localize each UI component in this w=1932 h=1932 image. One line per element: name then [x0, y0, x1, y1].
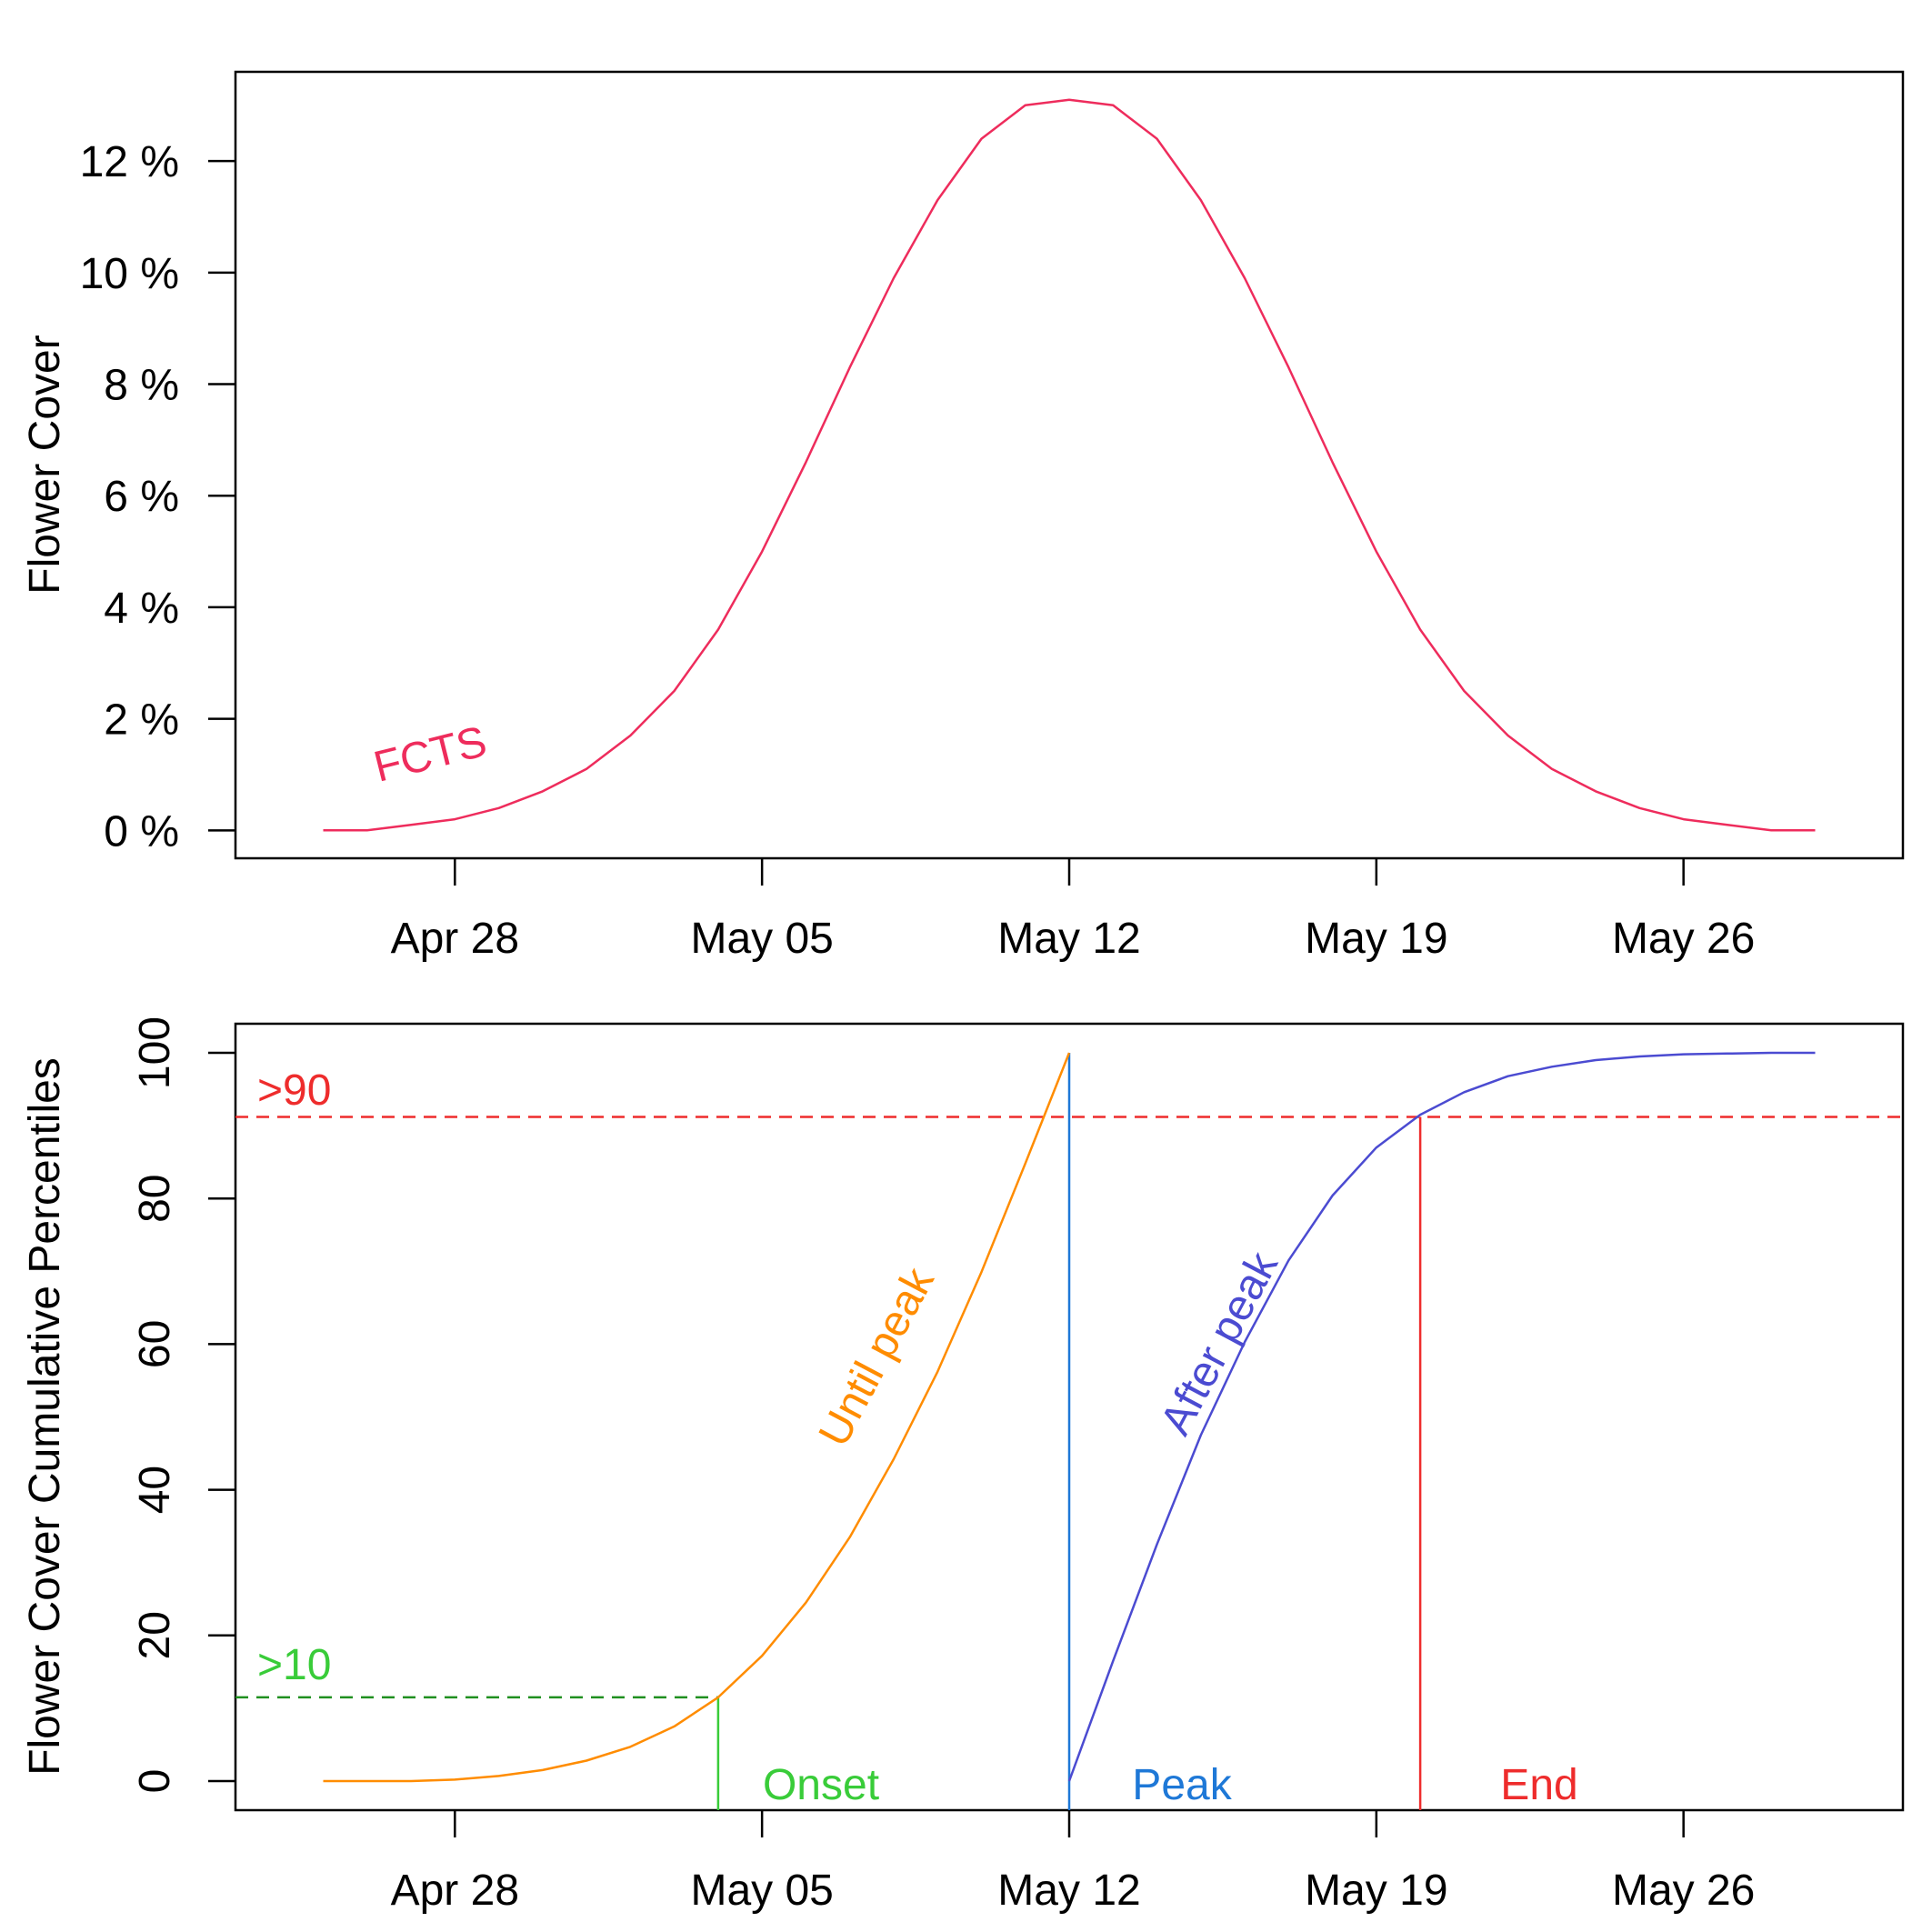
top-x-tick-label-1: May 05 — [690, 915, 833, 963]
threshold-10-label: >10 — [257, 1641, 331, 1689]
top-series-layer — [323, 98, 1816, 832]
threshold-90-label: >90 — [257, 1066, 331, 1115]
top-y-tick-label-4: 8 % — [104, 362, 179, 410]
bot-y-tick-label-0: 0 — [131, 1769, 179, 1794]
top-chart-panel: Flower Cover Apr 28 May 05 May 12 May 19 May… — [21, 70, 1905, 963]
top-y-tick-label-3: 6 % — [104, 473, 179, 521]
bot-x-tick-label-0: Apr 28 — [391, 1867, 519, 1915]
bottom-x-axis: Apr 28 May 05 May 12 May 19 May 26 — [391, 1810, 1755, 1915]
bottom-y-axis-title: Flower Cover Cumulative Percentiles — [21, 1057, 69, 1776]
top-y-axis-title: Flower Cover — [21, 335, 69, 594]
bot-y-tick-label-2: 40 — [131, 1466, 179, 1514]
top-y-tick-label-0: 0 % — [104, 807, 179, 856]
top-y-tick-label-2: 4 % — [104, 585, 179, 633]
bottom-series-layer — [323, 1051, 1816, 1783]
peak-label: Peak — [1132, 1761, 1232, 1809]
bottom-y-axis: 0 20 40 60 80 100 — [131, 1016, 235, 1793]
end-label: End — [1500, 1761, 1577, 1809]
bot-y-tick-label-3: 60 — [131, 1320, 179, 1368]
onset-label: Onset — [763, 1761, 879, 1809]
top-y-axis: 0 % 2 % 4 % 6 % 8 % 10 % 12 % — [80, 138, 235, 856]
top-x-tick-label-4: May 26 — [1612, 915, 1755, 963]
bot-x-tick-label-1: May 05 — [690, 1867, 833, 1915]
top-y-tick-label-6: 12 % — [80, 138, 179, 186]
bot-y-tick-label-4: 80 — [131, 1175, 179, 1223]
top-x-tick-label-3: May 19 — [1305, 915, 1447, 963]
top-x-tick-label-2: May 12 — [997, 915, 1140, 963]
bot-x-tick-label-3: May 19 — [1305, 1867, 1447, 1915]
top-y-tick-label-5: 10 % — [80, 250, 179, 298]
bot-y-tick-label-1: 20 — [131, 1611, 179, 1659]
top-y-tick-label-1: 2 % — [104, 696, 179, 745]
bot-x-tick-label-4: May 26 — [1612, 1867, 1755, 1915]
top-series-line-0 — [323, 98, 1816, 832]
bot-y-tick-label-5: 100 — [131, 1016, 179, 1089]
bot-series-line-0 — [323, 1052, 1071, 1783]
reference-lines-layer — [235, 1053, 1903, 1810]
bot-series-line-1 — [1067, 1051, 1816, 1782]
top-x-axis: Apr 28 May 05 May 12 May 19 May 26 — [391, 858, 1755, 963]
top-x-tick-label-0: Apr 28 — [391, 915, 519, 963]
bot-x-tick-label-2: May 12 — [997, 1867, 1140, 1915]
